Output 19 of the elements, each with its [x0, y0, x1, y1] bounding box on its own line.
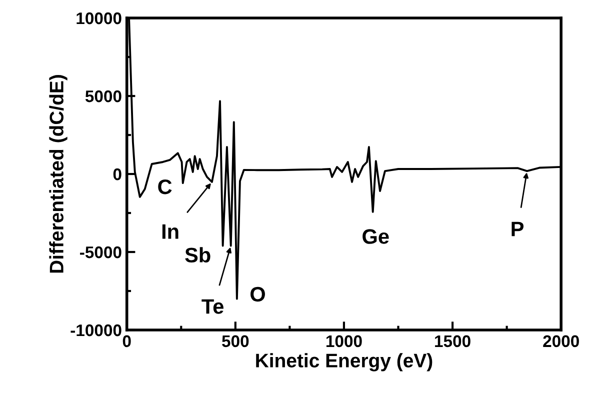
annotation: In — [162, 224, 178, 239]
x-tick-label: 2000 — [543, 335, 579, 348]
annotation: O — [250, 286, 265, 302]
annotation: Ge — [362, 229, 389, 244]
annotation: Te — [202, 299, 224, 314]
x-axis-title: Kinetic Energy (eV) — [256, 353, 432, 372]
annotation: C — [158, 179, 172, 194]
x-tick-label: 1500 — [435, 335, 470, 348]
y-tick-label: 10000 — [76, 12, 122, 24]
x-tick-label: 1000 — [326, 335, 362, 348]
x-tick-label: 0 — [122, 335, 131, 348]
y-tick-label: -10000 — [70, 324, 122, 336]
y-tick-label: 0 — [113, 168, 122, 180]
y-tick-label: 5000 — [85, 90, 122, 102]
annotation: Sb — [185, 247, 210, 262]
annotation: P — [512, 222, 524, 236]
y-axis-title: Differentiated (dC/dE) — [49, 75, 68, 273]
y-tick-label: -5000 — [80, 246, 122, 258]
x-tick-label: 500 — [222, 335, 249, 348]
